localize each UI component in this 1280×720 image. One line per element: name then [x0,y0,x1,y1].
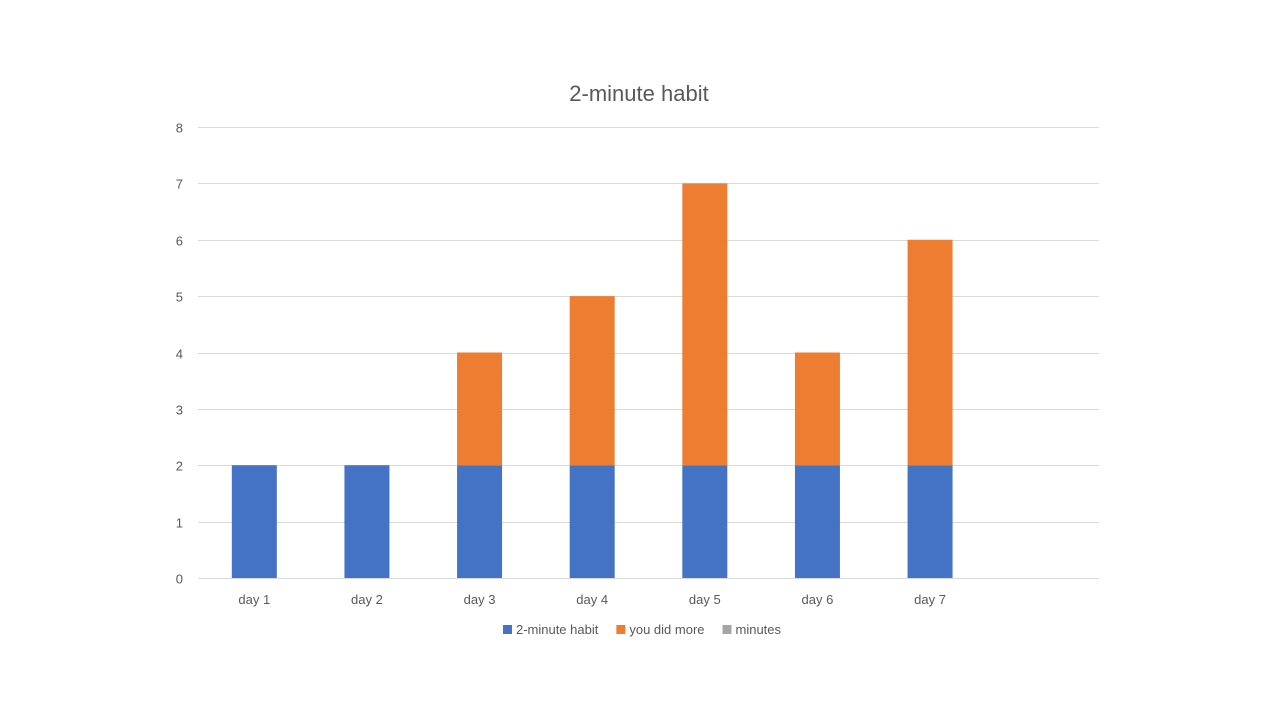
y-tick-label: 4 [176,347,183,362]
legend-swatch [722,625,732,634]
gridlines [198,127,1099,579]
legend-label: you did more [629,622,704,637]
x-tick-label: day 2 [351,592,383,607]
x-tick-label: day 7 [914,592,946,607]
y-tick-label: 3 [176,403,183,418]
x-tick-label: day 3 [464,592,496,607]
legend-label: 2-minute habit [516,622,599,637]
bar-2-minute-habit-2 [344,465,390,578]
x-tick-label: day 1 [238,592,270,607]
y-tick-label: 5 [176,290,183,305]
legend-item: you did more [616,622,705,637]
y-tick-label: 0 [176,572,183,587]
legend-swatch [616,625,626,634]
y-tick-label: 1 [176,516,183,531]
bar-2-minute-habit-4 [569,465,615,578]
bar-2-minute-habit-7 [907,465,953,578]
bar-2-minute-habit-5 [682,465,728,578]
bar-2-minute-habit-6 [794,465,840,578]
bars [231,183,953,578]
bar-you-did-more-7 [907,239,953,466]
bar-you-did-more-6 [794,352,840,466]
x-tick-label: day 5 [689,592,721,607]
legend-label: minutes [736,622,782,637]
bar-you-did-more-4 [569,296,615,466]
y-tick-label: 8 [176,121,183,136]
y-tick-label: 2 [176,459,183,474]
y-tick-label: 7 [176,177,183,192]
bar-2-minute-habit-1 [231,465,277,578]
legend-swatch [502,625,512,634]
chart-title: 2-minute habit [569,81,708,106]
legend: 2-minute habit you did more minutes [502,622,782,637]
bar-you-did-more-3 [457,352,503,466]
x-axis-ticks: day 1 day 2 day 3 day 4 day 5 day 6 day 7 [238,592,946,607]
x-tick-label: day 4 [576,592,608,607]
x-tick-label: day 6 [802,592,834,607]
bar-2-minute-habit-3 [457,465,503,578]
y-axis-ticks: 0 1 2 3 4 5 6 7 8 [176,121,183,587]
bar-you-did-more-5 [682,183,728,466]
y-tick-label: 6 [176,234,183,249]
legend-item: 2-minute habit [502,622,599,637]
legend-item: minutes [722,622,782,637]
